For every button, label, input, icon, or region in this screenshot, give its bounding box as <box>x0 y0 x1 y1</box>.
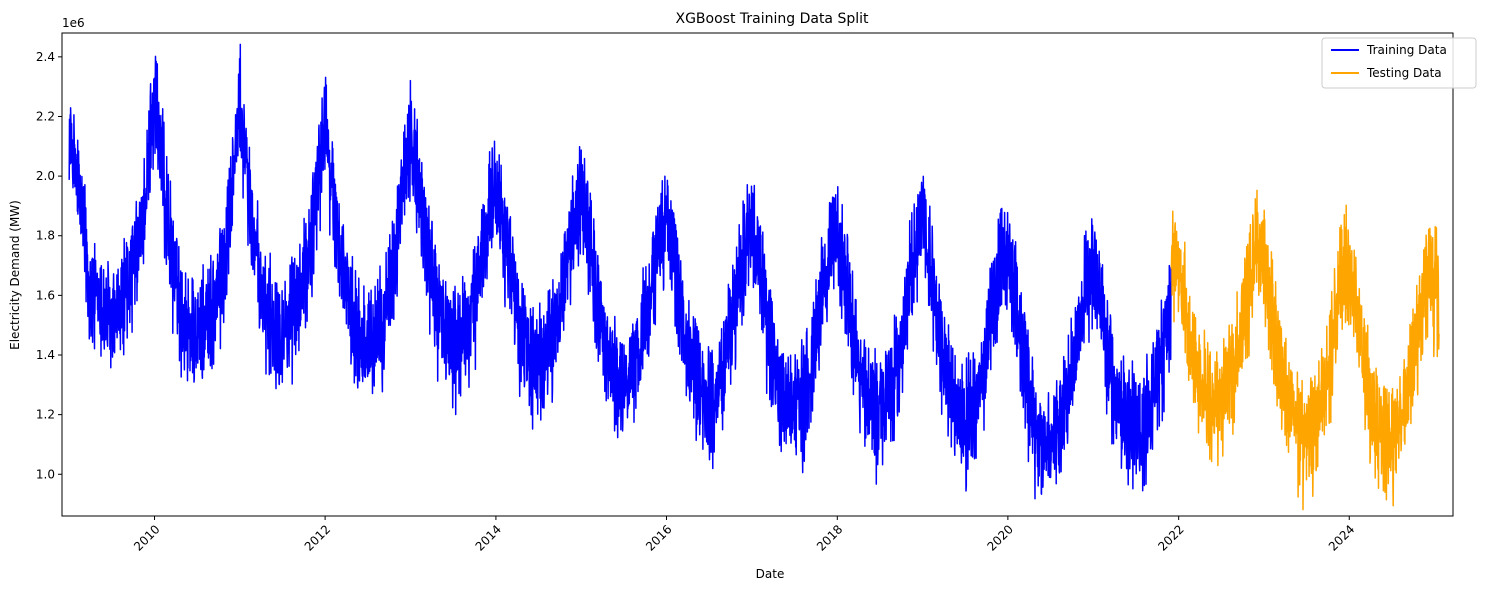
y-axis-label: Electricity Demand (MW) <box>8 200 22 350</box>
legend: Training Data Testing Data <box>1321 37 1477 89</box>
plot-frame <box>61 32 1454 517</box>
y-tick-label: 1.6 <box>36 288 55 302</box>
y-tick-label: 1.8 <box>36 229 55 243</box>
plot-area <box>61 32 1454 517</box>
y-tick-label: 2.4 <box>36 50 55 64</box>
series-line-testing <box>1170 189 1440 511</box>
chart-title: XGBoost Training Data Split <box>675 11 869 27</box>
y-offset-label: 1e6 <box>62 16 85 30</box>
legend-label-training: Training Data <box>1366 43 1447 57</box>
y-tick-label: 1.4 <box>36 348 55 362</box>
y-axis: 1.0 1.2 1.4 1.6 1.8 2.0 2.2 2.4 <box>36 50 62 481</box>
y-tick-label: 1.0 <box>36 467 55 481</box>
y-tick-label: 2.2 <box>36 109 55 123</box>
series-line-training <box>68 43 1172 500</box>
legend-frame <box>1321 37 1477 89</box>
series-layer <box>68 43 1440 511</box>
legend-label-testing: Testing Data <box>1366 66 1442 80</box>
y-tick-label: 1.2 <box>36 408 55 422</box>
y-tick-label: 2.0 <box>36 169 55 183</box>
x-axis-label: Date <box>756 567 785 581</box>
